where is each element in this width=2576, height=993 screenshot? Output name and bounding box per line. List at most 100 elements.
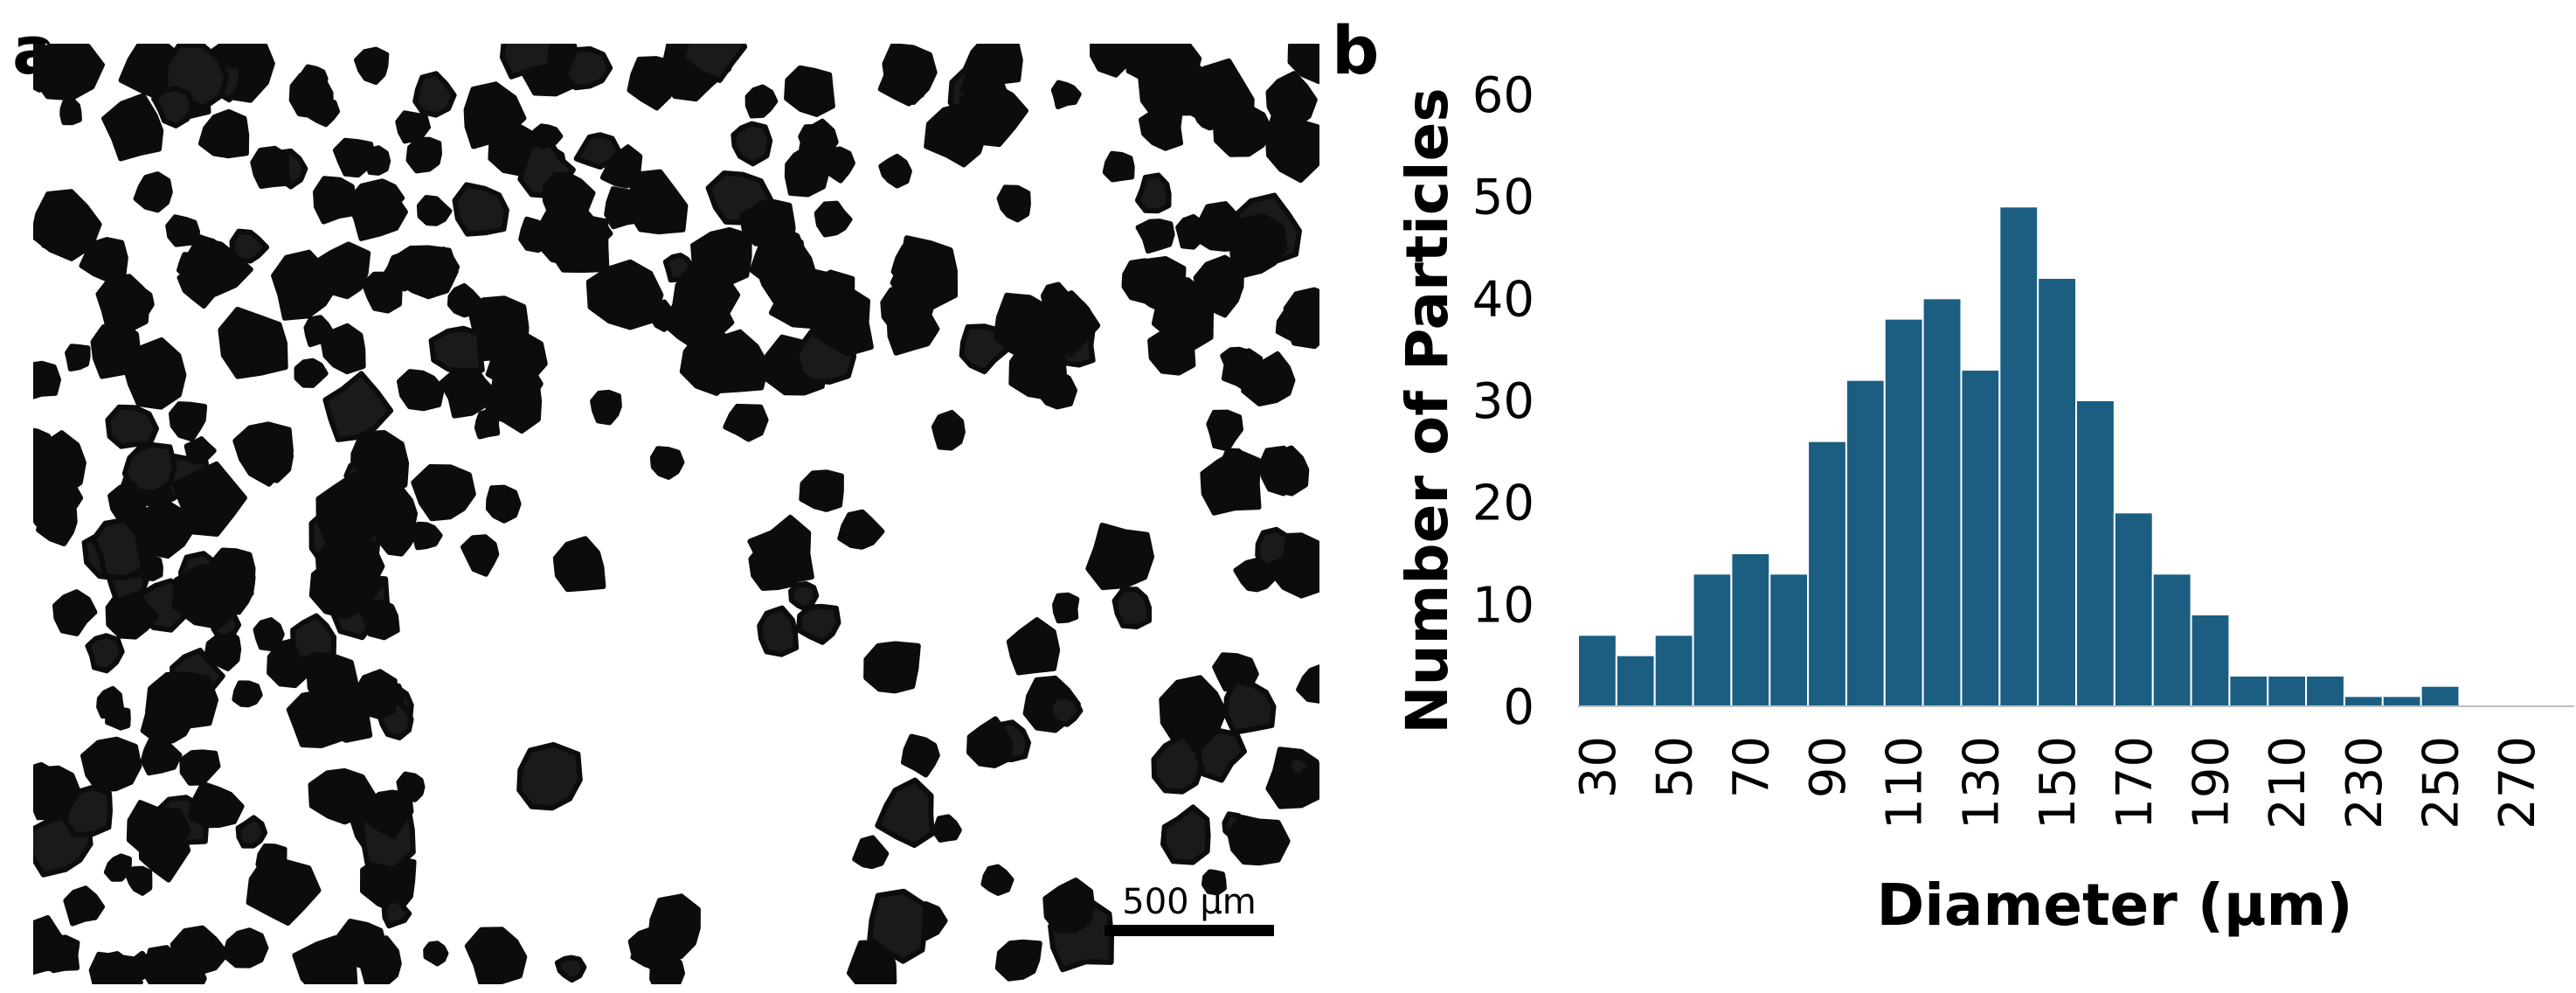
particle — [105, 587, 160, 640]
particle — [218, 307, 288, 379]
particle — [516, 741, 583, 811]
particle — [1137, 51, 1213, 124]
particle — [85, 633, 125, 674]
particle — [1090, 44, 1135, 78]
particle — [354, 669, 398, 719]
particle — [705, 329, 770, 393]
particle — [145, 671, 219, 733]
particle — [95, 274, 150, 334]
x-tick-label: 270 — [2489, 736, 2546, 830]
particle — [33, 44, 105, 101]
x-tick-label: 250 — [2413, 736, 2470, 830]
x-tick-label: 30 — [1570, 736, 1627, 798]
histogram-bar — [2075, 399, 2116, 707]
particle — [103, 853, 132, 882]
particle — [1233, 557, 1278, 593]
particle — [784, 65, 835, 117]
histogram-bars — [1577, 205, 2461, 708]
particle — [100, 951, 128, 982]
scale-bar-label: 500 μm — [1122, 882, 1256, 922]
histogram-bar — [1692, 573, 1733, 707]
particle — [484, 373, 543, 434]
y-axis-title: Number of Particles — [1394, 87, 1461, 733]
particle — [423, 941, 449, 967]
particle — [33, 470, 84, 527]
particle — [187, 781, 245, 829]
histogram-bar — [2267, 675, 2308, 707]
histogram-bar — [2343, 695, 2384, 707]
particle — [910, 257, 953, 302]
particle — [1052, 592, 1080, 624]
particle — [364, 145, 391, 176]
particle — [464, 927, 528, 984]
particle — [250, 145, 291, 189]
particle — [880, 287, 934, 335]
histogram-bar — [1960, 369, 2001, 707]
histogram-bar — [1922, 297, 1963, 707]
particle — [784, 144, 830, 198]
particle — [1206, 409, 1243, 452]
particle — [33, 761, 53, 795]
particle — [744, 84, 779, 119]
particle — [121, 441, 177, 496]
particle — [799, 469, 844, 512]
particle — [875, 777, 935, 848]
x-axis-title: Diameter (μm) — [1877, 871, 2353, 939]
particle — [573, 132, 622, 170]
particle — [554, 955, 587, 983]
particle — [338, 783, 372, 817]
particle — [405, 136, 442, 174]
particle — [723, 403, 769, 442]
particle — [165, 214, 200, 247]
particle — [690, 226, 752, 286]
particle — [315, 472, 381, 551]
particle — [246, 857, 322, 926]
particle — [1042, 877, 1096, 934]
histogram-bar — [2037, 277, 2078, 707]
particle — [837, 509, 885, 550]
particle — [65, 344, 91, 372]
particle — [882, 44, 938, 105]
particle — [532, 123, 564, 149]
particle — [397, 369, 445, 412]
particle — [468, 295, 530, 362]
particle — [662, 253, 695, 283]
scale-bar — [1104, 925, 1274, 936]
particle — [411, 464, 476, 522]
particle — [796, 603, 841, 645]
particle — [460, 534, 500, 577]
particle — [1201, 869, 1227, 896]
particle — [680, 44, 748, 83]
particle — [52, 589, 98, 636]
particle — [481, 101, 513, 130]
particle — [358, 599, 400, 641]
particle — [1223, 678, 1277, 735]
particle — [901, 733, 940, 778]
x-tick-label: 170 — [2107, 736, 2164, 830]
particle — [867, 888, 928, 964]
y-tick-label: 20 — [1472, 476, 1534, 532]
particle — [1102, 150, 1135, 183]
particle — [105, 404, 159, 449]
particle — [1286, 754, 1314, 779]
histogram-bar — [2228, 675, 2269, 707]
histogram-bar — [2190, 614, 2231, 707]
particle — [757, 605, 800, 657]
particle — [1059, 297, 1091, 325]
particle — [1221, 348, 1264, 394]
x-tick-label: 90 — [1800, 736, 1857, 798]
particle — [966, 716, 1014, 768]
x-tick-label: 70 — [1723, 736, 1780, 798]
particle — [184, 436, 217, 465]
particle — [1037, 369, 1077, 410]
particle — [364, 789, 414, 840]
particle — [288, 66, 334, 119]
histogram-bar — [2113, 511, 2154, 707]
particle — [107, 482, 147, 526]
particle — [91, 517, 147, 581]
particle-blobs — [33, 44, 1319, 984]
particle — [814, 200, 853, 238]
particle — [332, 137, 375, 178]
particle — [33, 360, 61, 399]
particle — [627, 56, 677, 111]
